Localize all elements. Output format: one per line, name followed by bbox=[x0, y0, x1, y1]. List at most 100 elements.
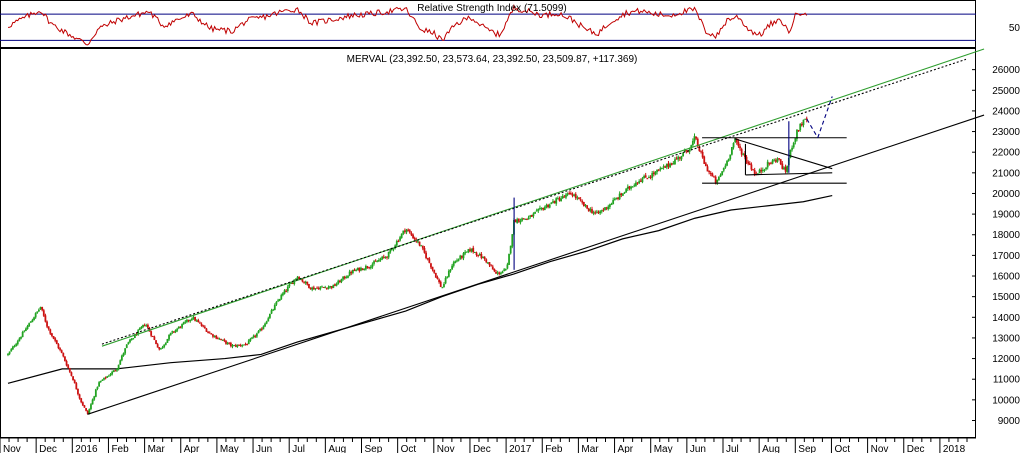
price-y-tick-label: 22000 bbox=[992, 148, 1020, 159]
candle-body bbox=[33, 317, 35, 321]
candle-body bbox=[301, 278, 304, 282]
candle-body bbox=[296, 276, 299, 279]
candle-body bbox=[584, 204, 587, 206]
candle-body bbox=[39, 307, 42, 310]
candle-body bbox=[622, 193, 624, 196]
candle-body bbox=[374, 260, 377, 262]
candle-body bbox=[589, 209, 592, 211]
candle-body bbox=[160, 348, 162, 350]
candle-body bbox=[402, 230, 405, 234]
candle-body bbox=[395, 241, 398, 246]
candle-body bbox=[604, 207, 606, 211]
candle-body bbox=[31, 319, 34, 323]
candle-body bbox=[617, 197, 619, 199]
candle-body bbox=[28, 323, 31, 327]
candle-body bbox=[519, 220, 522, 223]
candle-body bbox=[119, 360, 122, 365]
candle-body bbox=[158, 347, 161, 350]
candle-body bbox=[714, 176, 717, 184]
candle-body bbox=[675, 158, 678, 160]
price-y-tick-label: 20000 bbox=[992, 189, 1020, 200]
candle-body bbox=[251, 337, 253, 339]
candle-body bbox=[369, 266, 372, 269]
candle-body bbox=[145, 325, 148, 327]
candle-body bbox=[101, 379, 104, 381]
candle-body bbox=[786, 165, 789, 173]
candle-body bbox=[646, 178, 649, 180]
candle-body bbox=[21, 331, 24, 338]
candle-body bbox=[805, 118, 808, 120]
candle-body bbox=[615, 198, 618, 200]
candle-body bbox=[249, 338, 252, 341]
candle-body bbox=[117, 364, 120, 370]
candle-body bbox=[760, 169, 763, 172]
candle-body bbox=[7, 353, 9, 355]
rsi-title: Relative Strength Index (71.5099) bbox=[417, 3, 567, 14]
candle-body bbox=[770, 163, 772, 165]
price-y-tick-label: 11000 bbox=[993, 375, 1021, 386]
candle-body bbox=[215, 335, 218, 339]
candle-body bbox=[569, 193, 572, 195]
candle-body bbox=[213, 335, 216, 337]
candle-body bbox=[356, 267, 359, 271]
candle-body bbox=[473, 251, 476, 253]
candle-body bbox=[246, 344, 249, 346]
candle-body bbox=[706, 166, 709, 172]
candle-body bbox=[550, 202, 553, 204]
candle-body bbox=[436, 276, 439, 279]
candle-body bbox=[582, 202, 585, 207]
candle-body bbox=[561, 195, 564, 199]
candle-body bbox=[792, 142, 795, 148]
price-y-tick-label: 23000 bbox=[992, 127, 1020, 138]
rsi-line bbox=[7, 3, 808, 46]
candle-body bbox=[353, 269, 356, 272]
candle-body bbox=[308, 284, 310, 288]
candle-body bbox=[742, 154, 745, 156]
candle-body bbox=[20, 336, 22, 339]
candle-body bbox=[517, 218, 520, 222]
candle-body bbox=[23, 331, 26, 333]
candle-body bbox=[532, 213, 535, 217]
candle-body bbox=[319, 287, 322, 290]
candle-body bbox=[212, 334, 214, 337]
candle-body bbox=[509, 245, 512, 254]
candle-body bbox=[138, 328, 141, 331]
candle-body bbox=[721, 171, 724, 176]
candle-body bbox=[176, 328, 179, 331]
candle-body bbox=[275, 301, 278, 305]
candle-body bbox=[478, 253, 481, 256]
candle-body bbox=[86, 410, 89, 414]
candle-body bbox=[667, 163, 670, 167]
candle-body bbox=[477, 254, 480, 257]
x-tick-label: Sep bbox=[798, 444, 816, 453]
candle-body bbox=[623, 192, 626, 194]
candle-body bbox=[610, 204, 613, 206]
rsi-line-group bbox=[7, 3, 808, 46]
candle-body bbox=[418, 241, 421, 246]
candle-body bbox=[140, 327, 143, 329]
candle-body bbox=[244, 344, 247, 346]
candle-body bbox=[399, 237, 401, 241]
candle-body bbox=[643, 176, 645, 179]
candle-body bbox=[345, 277, 348, 279]
candle-body bbox=[417, 241, 419, 243]
candle-body bbox=[740, 149, 743, 155]
candle-body bbox=[340, 279, 343, 283]
candle-body bbox=[322, 286, 325, 288]
candle-body bbox=[57, 344, 60, 349]
candle-body bbox=[696, 138, 699, 147]
candle-body bbox=[690, 145, 693, 149]
candle-body bbox=[376, 261, 379, 263]
candle-body bbox=[576, 197, 579, 199]
candle-body bbox=[387, 251, 390, 258]
candle-body bbox=[351, 270, 354, 274]
candle-body bbox=[298, 277, 301, 280]
candle-body bbox=[68, 368, 71, 372]
candle-body bbox=[571, 194, 574, 196]
candle-body bbox=[753, 170, 756, 175]
candle-body bbox=[774, 160, 777, 162]
candle-body bbox=[177, 326, 180, 329]
candle-body bbox=[78, 394, 81, 399]
candle-body bbox=[77, 388, 79, 395]
candle-body bbox=[72, 376, 74, 381]
